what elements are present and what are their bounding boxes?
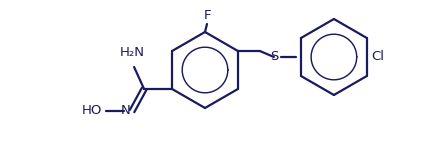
Text: S: S (269, 51, 277, 63)
Text: Cl: Cl (370, 51, 383, 63)
Text: HO: HO (81, 105, 102, 117)
Text: F: F (204, 9, 211, 22)
Text: H₂N: H₂N (119, 46, 144, 59)
Text: N: N (120, 105, 130, 117)
